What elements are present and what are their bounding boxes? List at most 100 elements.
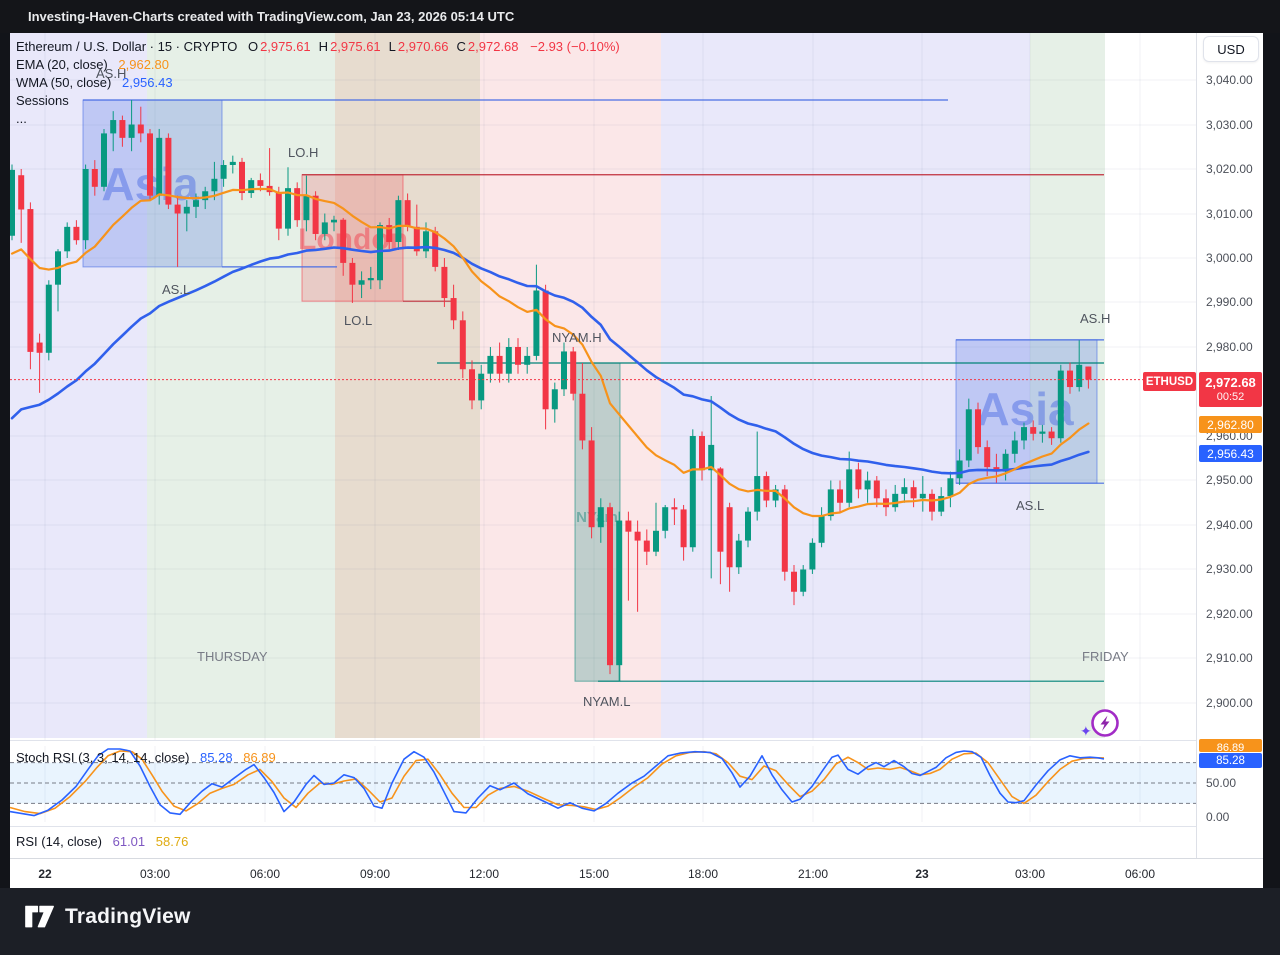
- candle[interactable]: [321, 222, 328, 234]
- candle[interactable]: [331, 219, 337, 223]
- candle[interactable]: [275, 192, 282, 229]
- tradingview-logo[interactable]: TradingView: [25, 905, 191, 929]
- candle[interactable]: [1011, 440, 1018, 454]
- candle[interactable]: [938, 496, 945, 512]
- candle[interactable]: [239, 161, 245, 194]
- ema-legend-row[interactable]: EMA (20, close) 2,962.80: [16, 56, 620, 74]
- legend-more-button[interactable]: ...: [16, 110, 620, 128]
- candle[interactable]: [459, 320, 466, 370]
- candle[interactable]: [73, 226, 80, 241]
- stoch-k-badge[interactable]: 85.28: [1199, 753, 1262, 768]
- candle[interactable]: [616, 520, 623, 666]
- candle[interactable]: [662, 507, 669, 531]
- candle[interactable]: [82, 169, 89, 241]
- stoch-rsi-legend[interactable]: Stoch RSI (3, 3, 14, 14, close) 85.28 86…: [16, 750, 276, 765]
- candle[interactable]: [1048, 431, 1055, 439]
- stoch-k-line[interactable]: [9, 748, 1105, 817]
- candle[interactable]: [561, 351, 567, 390]
- more-ellipsis-icon[interactable]: ...: [16, 111, 27, 126]
- candle[interactable]: [919, 493, 926, 499]
- candle[interactable]: [901, 487, 908, 494]
- candle[interactable]: [312, 195, 319, 234]
- candle[interactable]: [496, 355, 503, 374]
- ema-price-badge[interactable]: 2,962.80: [1199, 416, 1262, 433]
- candle[interactable]: [708, 444, 715, 471]
- candle[interactable]: [1057, 370, 1064, 439]
- candle[interactable]: [36, 342, 43, 353]
- candle[interactable]: [303, 195, 310, 221]
- candle[interactable]: [423, 231, 429, 252]
- candle[interactable]: [809, 542, 816, 570]
- candle[interactable]: [404, 200, 411, 227]
- candle[interactable]: [873, 480, 880, 499]
- candle[interactable]: [781, 489, 788, 572]
- candle[interactable]: [643, 540, 650, 552]
- candle[interactable]: [1002, 453, 1009, 472]
- candle[interactable]: [625, 520, 632, 532]
- candle[interactable]: [689, 436, 696, 548]
- currency-toggle-button[interactable]: USD: [1203, 36, 1259, 62]
- candle[interactable]: [147, 133, 153, 196]
- wma-legend-row[interactable]: WMA (50, close) 2,956.43: [16, 74, 620, 92]
- pane-separator-stoch-rsi[interactable]: [10, 826, 1263, 827]
- candle[interactable]: [340, 219, 347, 263]
- candle[interactable]: [1039, 431, 1046, 434]
- candle[interactable]: [791, 571, 797, 592]
- candle[interactable]: [846, 469, 853, 503]
- candle[interactable]: [763, 476, 770, 501]
- candle[interactable]: [193, 200, 199, 207]
- candle[interactable]: [9, 169, 15, 236]
- candle[interactable]: [929, 493, 935, 512]
- candle[interactable]: [285, 188, 291, 229]
- candle[interactable]: [386, 225, 393, 242]
- candle[interactable]: [45, 284, 52, 353]
- candle[interactable]: [358, 280, 365, 285]
- pane-separator-price-stoch[interactable]: [10, 740, 1263, 741]
- candle[interactable]: [570, 351, 577, 394]
- candle[interactable]: [524, 355, 531, 365]
- candle[interactable]: [653, 530, 659, 552]
- candle[interactable]: [726, 507, 733, 568]
- candle[interactable]: [137, 124, 144, 134]
- candle[interactable]: [156, 137, 163, 196]
- candle[interactable]: [367, 278, 374, 281]
- sessions-legend-row[interactable]: Sessions: [16, 92, 620, 110]
- candle[interactable]: [349, 262, 356, 285]
- candle[interactable]: [671, 507, 678, 510]
- candle[interactable]: [772, 489, 779, 501]
- candle[interactable]: [892, 493, 899, 508]
- symbol-price-flag[interactable]: ETHUSD: [1143, 372, 1196, 391]
- candle[interactable]: [965, 409, 972, 461]
- candle[interactable]: [680, 509, 687, 548]
- candle[interactable]: [413, 226, 420, 252]
- candle[interactable]: [533, 290, 540, 356]
- candle[interactable]: [91, 169, 98, 187]
- candle[interactable]: [487, 355, 494, 374]
- symbol-legend-row[interactable]: Ethereum / U.S. Dollar · 15 · CRYPTO O 2,…: [16, 38, 620, 56]
- candle[interactable]: [101, 133, 107, 187]
- candle[interactable]: [837, 489, 843, 503]
- candle[interactable]: [183, 206, 190, 214]
- stoch-d-line[interactable]: [9, 750, 1105, 815]
- ema-line[interactable]: [10, 187, 1090, 518]
- candle[interactable]: [469, 369, 475, 401]
- candle[interactable]: [754, 476, 761, 512]
- candle[interactable]: [947, 478, 954, 497]
- candle[interactable]: [478, 373, 485, 401]
- candle[interactable]: [579, 393, 586, 441]
- candle[interactable]: [956, 460, 963, 479]
- candle[interactable]: [211, 178, 218, 192]
- price-scale[interactable]: USD 3,040.00 3,030.00 3,020.00 3,010.00 3,00…: [1196, 33, 1263, 858]
- candle[interactable]: [220, 164, 227, 179]
- wma-line[interactable]: [10, 245, 1090, 475]
- candle[interactable]: [634, 531, 641, 541]
- time-axis[interactable]: 22 03:00 06:00 09:00 12:00 15:00 18:00 21:00 23 0…: [10, 858, 1263, 888]
- candle[interactable]: [827, 489, 834, 517]
- candle[interactable]: [1021, 427, 1027, 441]
- candle[interactable]: [1067, 370, 1073, 388]
- candle[interactable]: [110, 120, 117, 134]
- candle[interactable]: [1076, 364, 1083, 388]
- wma-price-badge[interactable]: 2,956.43: [1199, 445, 1262, 462]
- candle[interactable]: [377, 225, 383, 281]
